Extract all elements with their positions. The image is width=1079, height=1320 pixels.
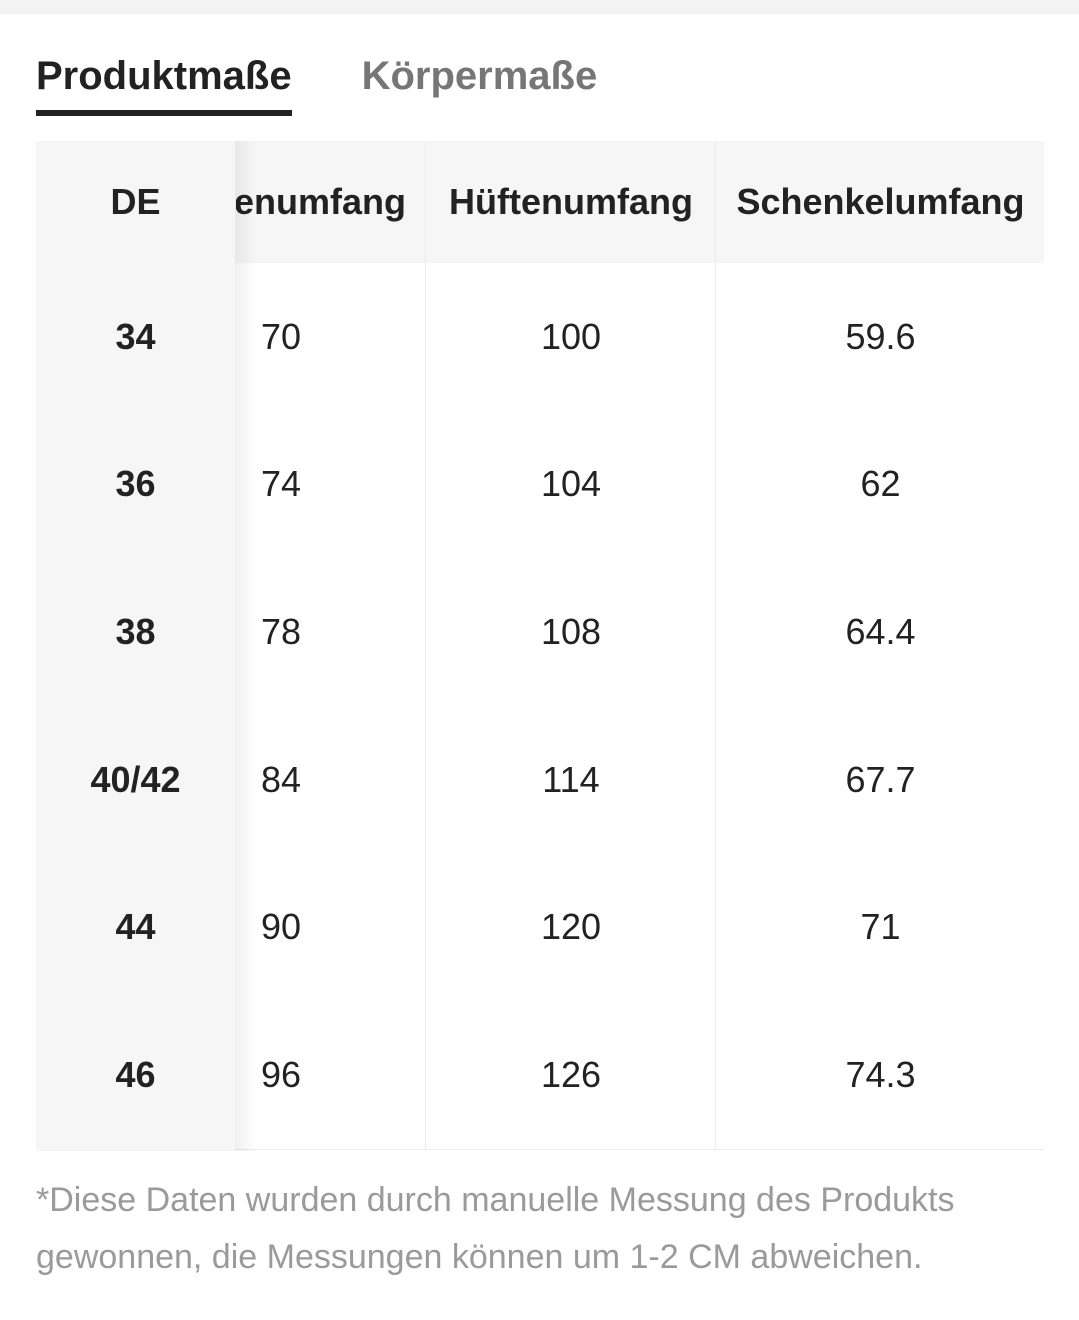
cell-size: 34 xyxy=(115,315,156,357)
header-thigh: Schenkelumfang xyxy=(715,141,1044,263)
cell-size: 36 xyxy=(115,463,156,505)
top-strip xyxy=(0,0,1079,14)
cell-hip: 120 xyxy=(425,853,716,1001)
header-hip: Hüftenumfang xyxy=(425,141,716,263)
size-tabs: Produktmaße Körpermaße xyxy=(36,52,598,116)
cell-thigh: 62 xyxy=(715,410,1044,559)
cell-waist: 84 xyxy=(261,758,302,800)
cell-size: 40/42 xyxy=(90,758,181,800)
cell-waist: 96 xyxy=(261,1053,302,1095)
cell-size: 44 xyxy=(115,906,156,948)
tab-body-measurements[interactable]: Körpermaße xyxy=(361,54,598,98)
header-size: DE xyxy=(110,181,161,222)
cell-size: 46 xyxy=(115,1053,156,1095)
cell-thigh: 67.7 xyxy=(715,705,1044,854)
cell-waist: 74 xyxy=(261,463,302,505)
cell-hip: 126 xyxy=(425,1001,716,1149)
size-table[interactable]: enumfang Hüftenumfang Schenkelumfang 70 1… xyxy=(36,141,1044,1151)
cell-hip: 100 xyxy=(425,263,716,411)
column-shadow xyxy=(235,141,257,1151)
cell-waist: 70 xyxy=(261,315,302,357)
cell-thigh: 59.6 xyxy=(715,263,1044,411)
cell-size: 38 xyxy=(115,610,156,652)
cell-hip: 114 xyxy=(425,705,716,854)
cell-hip: 104 xyxy=(425,410,716,559)
cell-thigh: 74.3 xyxy=(715,1001,1044,1149)
cell-waist: 78 xyxy=(261,610,302,652)
cell-hip: 108 xyxy=(425,558,716,706)
tab-product-measurements[interactable]: Produktmaße xyxy=(36,52,292,116)
measurement-footnote: *Diese Daten wurden durch manuelle Messu… xyxy=(36,1181,955,1276)
cell-waist: 90 xyxy=(261,906,302,948)
cell-thigh: 64.4 xyxy=(715,558,1044,706)
sticky-size-column: DE 34 36 38 40/42 44 46 xyxy=(36,141,235,1151)
cell-thigh: 71 xyxy=(715,853,1044,1001)
header-waist: enumfang xyxy=(236,181,407,222)
